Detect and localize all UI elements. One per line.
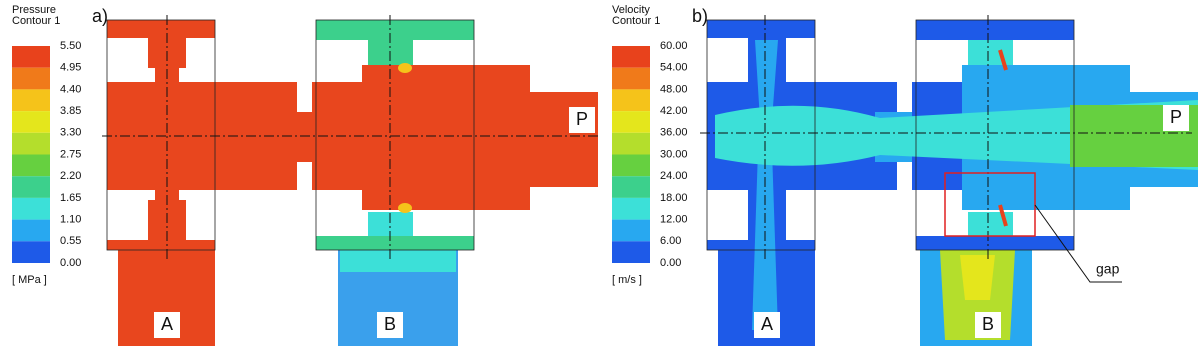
legend-tick: 0.55 (60, 235, 81, 247)
pressure-contour (102, 15, 600, 346)
legend-tick: 36.00 (660, 127, 688, 139)
legend-tick: 4.40 (60, 83, 81, 95)
port-label: B (982, 314, 994, 334)
port-label: P (576, 109, 588, 129)
port-box (154, 312, 180, 338)
legend-unit: [ MPa ] (12, 274, 47, 286)
legend-tick: 3.30 (60, 127, 81, 139)
legend-tick: 1.65 (60, 192, 81, 204)
port-box (569, 107, 595, 133)
legend-band (612, 154, 650, 177)
legend-band (12, 67, 50, 90)
legend-tick: 6.00 (660, 235, 681, 247)
legend-band (612, 132, 650, 155)
legend-tick: 18.00 (660, 192, 688, 204)
legend-band (612, 219, 650, 242)
legend-band (12, 197, 50, 220)
legend-band (612, 46, 650, 68)
port-label: P (1170, 107, 1182, 127)
legend-tick: 42.00 (660, 105, 688, 117)
legend-band (12, 219, 50, 242)
legend-band (12, 241, 50, 263)
legend-band (12, 176, 50, 198)
legend-band (612, 176, 650, 198)
legend-tick: 4.95 (60, 62, 81, 74)
port-box (377, 312, 403, 338)
annotation: gap (1096, 261, 1120, 277)
panel-label: b) (692, 6, 708, 26)
velocity-contour (700, 15, 1198, 346)
legend-title: Contour 1 (12, 15, 60, 27)
legend-tick: 1.10 (60, 214, 81, 226)
legend-band (612, 67, 650, 90)
legend-unit: [ m/s ] (612, 274, 642, 286)
legend-tick: 24.00 (660, 170, 688, 182)
legend-tick: 0.00 (660, 257, 681, 269)
legend-band (612, 89, 650, 112)
legend-tick: 0.00 (60, 257, 81, 269)
port-box (975, 312, 1001, 338)
legend-band (612, 197, 650, 220)
port-label: A (161, 314, 173, 334)
legend-tick: 2.75 (60, 148, 81, 160)
legend-band (12, 89, 50, 112)
legend-band (612, 241, 650, 263)
legend-title: Contour 1 (612, 15, 660, 27)
port-box (1163, 105, 1189, 131)
legend-tick: 12.00 (660, 214, 688, 226)
legend-tick: 54.00 (660, 62, 688, 74)
legend-tick: 3.85 (60, 105, 81, 117)
legend-tick: 5.50 (60, 40, 81, 52)
port-label: A (761, 314, 773, 334)
legend-title: Velocity (612, 4, 650, 16)
panel-label: a) (92, 6, 108, 26)
legend-tick: 30.00 (660, 148, 688, 160)
legend-band (12, 46, 50, 68)
port-label: B (384, 314, 396, 334)
legend-tick: 2.20 (60, 170, 81, 182)
legend-band (12, 154, 50, 177)
legend-band (12, 111, 50, 133)
legend-band (612, 111, 650, 133)
legend-tick: 48.00 (660, 83, 688, 95)
legend-tick: 60.00 (660, 40, 688, 52)
port-box (754, 312, 780, 338)
legend-band (12, 132, 50, 155)
legend-title: Pressure (12, 4, 56, 16)
